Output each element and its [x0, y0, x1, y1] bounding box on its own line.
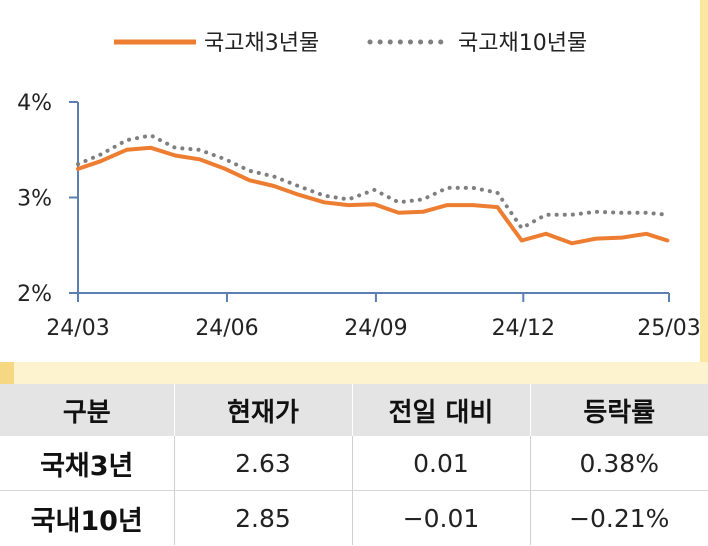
current-price-cell: 2.63 [173, 436, 352, 491]
header-current-price: 현재가 [173, 384, 352, 436]
x-tick-label: 24/12 [492, 316, 555, 341]
y-tick-label: 4% [17, 91, 52, 116]
header-change-rate: 등락률 [529, 384, 708, 436]
change-cell: 0.01 [351, 436, 530, 491]
header-change: 전일 대비 [351, 384, 530, 436]
x-tick-label: 24/06 [195, 316, 258, 341]
series-line-10y [76, 133, 670, 231]
x-tick-label: 24/09 [344, 316, 407, 341]
change-cell: −0.01 [351, 490, 530, 545]
x-tick-label: 25/03 [637, 316, 700, 341]
legend-label-3y: 국고채3년물 [204, 31, 319, 56]
quote-table: 구분 현재가 전일 대비 등락률 국채3년 2.63 0.01 0.38% 국내… [0, 384, 708, 545]
change-rate-cell: 0.38% [529, 436, 708, 491]
table-header-row: 구분 현재가 전일 대비 등락률 [0, 384, 708, 436]
row-label: 국채3년 [0, 436, 174, 491]
chart-svg: 국고채3년물 국고채10년물 4% 3% 2% 24/03 24/06 24/09 24/12… [17, 31, 701, 341]
separator-band-accent [0, 362, 14, 384]
table-row: 국채3년 2.63 0.01 0.38% [0, 436, 708, 491]
table-row: 국내10년 2.85 −0.01 −0.21% [0, 490, 708, 545]
legend-label-10y: 국고채10년물 [458, 31, 587, 56]
series-line-3y [76, 145, 670, 246]
change-rate-cell: −0.21% [529, 490, 708, 545]
y-tick-label: 2% [17, 282, 52, 307]
chart-legend: 국고채3년물 국고채10년물 [114, 31, 587, 56]
chart-axes: 4% 3% 2% 24/03 24/06 24/09 24/12 25/03 [17, 91, 701, 341]
header-category: 구분 [0, 384, 174, 436]
separator-band [0, 362, 708, 384]
frame-accent [700, 0, 708, 362]
current-price-cell: 2.85 [173, 490, 352, 545]
y-tick-label: 3% [17, 187, 52, 212]
line-chart: 국고채3년물 국고채10년물 4% 3% 2% 24/03 24/06 24/09 24/12… [17, 31, 701, 341]
row-label: 국내10년 [0, 490, 174, 545]
chart-series [76, 133, 670, 246]
x-tick-label: 24/03 [46, 316, 109, 341]
